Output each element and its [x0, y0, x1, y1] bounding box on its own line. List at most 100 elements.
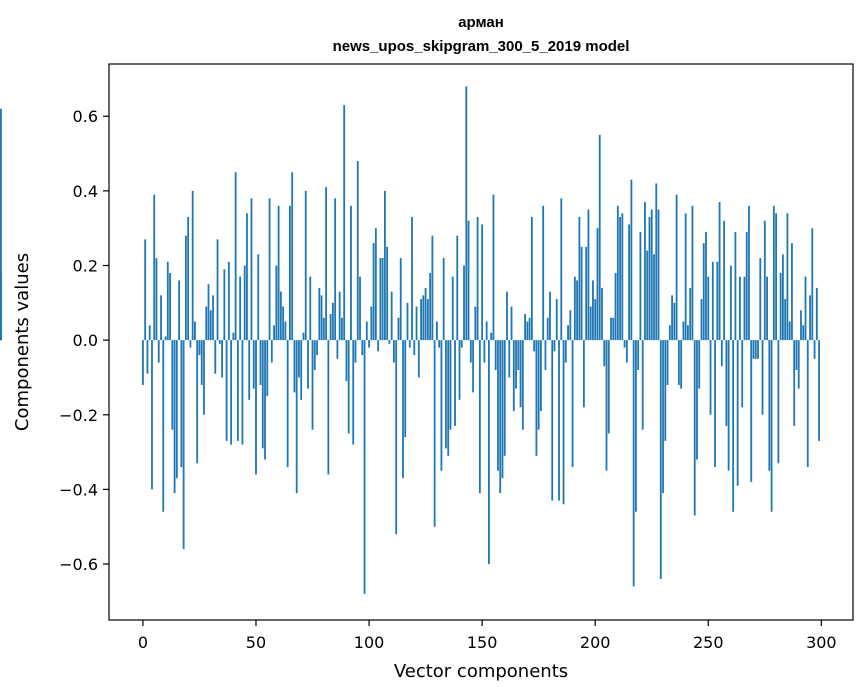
bar — [273, 325, 275, 341]
x-tick-label: 300 — [806, 633, 837, 652]
bar — [580, 246, 583, 341]
bar — [741, 340, 744, 408]
bar — [795, 340, 798, 370]
bar — [759, 258, 762, 341]
bar — [182, 340, 185, 550]
bar — [696, 340, 698, 460]
bar — [797, 340, 800, 389]
bar — [381, 258, 384, 341]
bar — [517, 340, 520, 370]
bar — [711, 261, 714, 341]
x-tick-label: 200 — [580, 633, 611, 652]
bar — [413, 340, 416, 356]
bar — [209, 310, 212, 341]
bar — [160, 295, 162, 341]
bar — [716, 261, 719, 341]
bar — [488, 340, 490, 565]
bar — [454, 340, 456, 426]
bar — [748, 205, 750, 341]
bar — [359, 276, 361, 341]
bar — [535, 340, 538, 456]
bar — [261, 340, 264, 449]
bar — [313, 340, 316, 370]
bar — [203, 340, 205, 415]
plot-area-frame — [108, 63, 854, 621]
bar — [492, 194, 495, 341]
bar — [490, 332, 493, 341]
bar — [277, 205, 280, 341]
bar — [564, 340, 567, 363]
bar — [781, 254, 784, 341]
bar — [646, 250, 649, 341]
bar — [304, 190, 307, 341]
bar — [298, 340, 300, 378]
bar — [440, 340, 443, 471]
bar — [420, 299, 422, 341]
bar — [142, 340, 144, 385]
y-tick-label: −0.2 — [59, 406, 98, 425]
bar — [628, 224, 631, 341]
bar — [361, 340, 364, 356]
bar — [732, 340, 735, 512]
chart-title: арман — [458, 14, 504, 31]
bar — [811, 228, 814, 341]
bar — [813, 340, 816, 359]
bar — [709, 340, 712, 415]
bar — [770, 340, 773, 512]
bar — [653, 254, 655, 341]
bar — [0, 108, 2, 341]
bar — [399, 258, 402, 341]
bar — [325, 187, 327, 341]
bar — [458, 340, 461, 400]
bar — [424, 287, 427, 341]
bar — [526, 321, 529, 341]
bar — [497, 340, 499, 471]
bar — [363, 340, 366, 594]
bar — [806, 340, 809, 467]
bar — [521, 340, 524, 430]
bar — [189, 340, 192, 348]
bar — [270, 340, 273, 363]
bar — [146, 340, 149, 374]
bar — [169, 272, 171, 341]
bar — [793, 340, 796, 426]
bar — [720, 340, 723, 367]
bar — [766, 276, 768, 341]
bar — [682, 321, 685, 341]
y-tick-label: −0.4 — [59, 480, 98, 499]
bar — [214, 340, 217, 374]
bar — [374, 228, 377, 341]
x-tick-label: 100 — [354, 633, 385, 652]
bar — [268, 198, 271, 341]
bar — [605, 340, 608, 471]
bar — [621, 213, 624, 341]
bar — [530, 216, 533, 341]
bar — [390, 291, 393, 341]
bar — [510, 306, 513, 341]
bar — [227, 261, 230, 341]
bar — [481, 224, 484, 341]
bar — [677, 340, 680, 385]
y-tick-label: 0.0 — [73, 331, 98, 350]
bar — [347, 340, 350, 434]
bar — [700, 299, 703, 341]
bar — [316, 340, 318, 356]
bar — [632, 340, 635, 587]
bar — [232, 332, 235, 341]
bars-group — [0, 86, 820, 594]
bar — [383, 190, 386, 341]
bar — [576, 280, 579, 341]
bar — [354, 340, 357, 363]
bar — [680, 340, 683, 389]
bar — [800, 310, 802, 341]
bar — [336, 340, 339, 359]
bar — [465, 86, 468, 341]
bar — [630, 179, 633, 341]
bar — [207, 284, 210, 341]
bar — [175, 340, 178, 479]
bar — [171, 340, 174, 430]
bar — [246, 213, 248, 341]
bar — [763, 220, 766, 341]
bar — [334, 198, 337, 341]
x-axis-label: Vector components — [394, 661, 568, 682]
